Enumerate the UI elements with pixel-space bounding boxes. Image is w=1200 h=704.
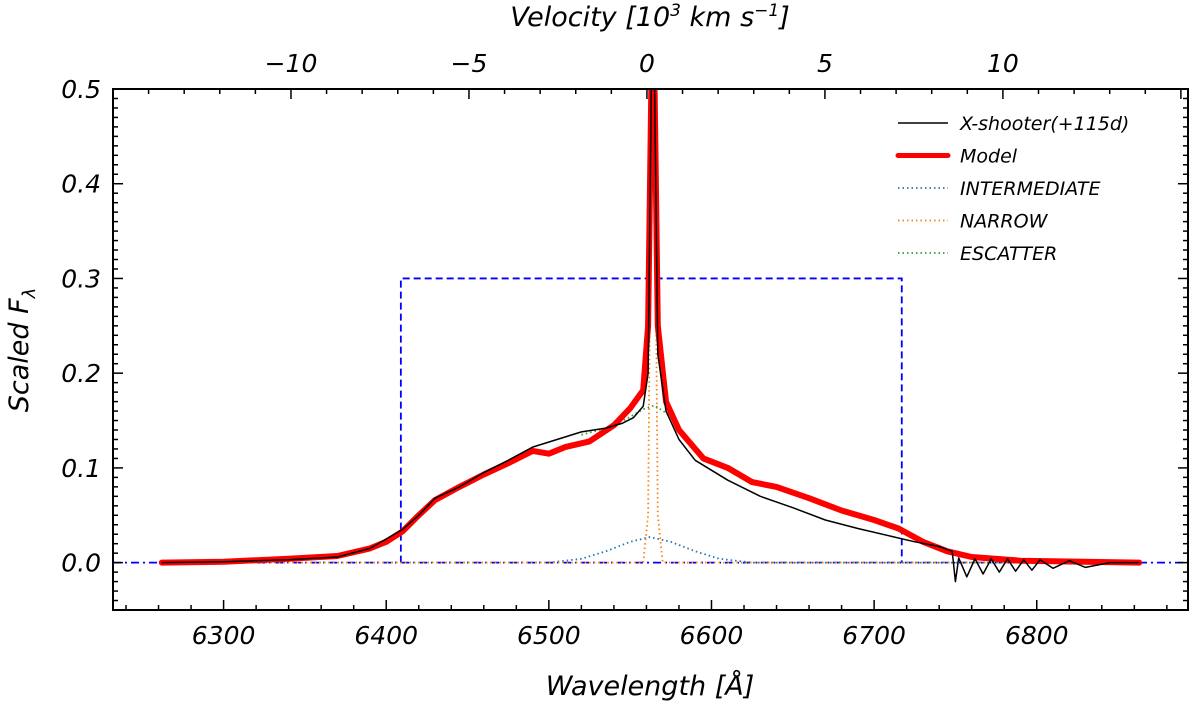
x-tick-label: 6500	[517, 621, 581, 650]
top-tick-label: 0	[639, 49, 655, 78]
top-axis: −10 −5 0 5 10	[112, 49, 1182, 99]
series-line-model	[158, 89, 1143, 566]
y-tick-label: 0.4	[61, 170, 101, 199]
legend: X-shooter(+115d) Model INTERMEDIATE NARROW E…	[895, 113, 1129, 265]
y-tick-label: 0.0	[61, 549, 101, 578]
bottom-axis: 6300 6400 6500 6600 6700 6800	[125, 600, 1168, 650]
series-line-intermediate	[161, 536, 1140, 564]
series-layer	[158, 89, 1143, 583]
top-tick-label: −10	[265, 49, 318, 78]
y-tick-label: 0.1	[61, 454, 101, 483]
series-line-x-shooter-115d	[161, 89, 1140, 583]
legend-label: INTERMEDIATE	[960, 178, 1101, 200]
legend-label: Model	[960, 146, 1018, 168]
x-tick-label: 6600	[680, 621, 744, 650]
top-tick-label: 10	[987, 49, 1019, 78]
y-axis-title: Scaled Fλ	[4, 288, 40, 413]
x-tick-label: 6800	[1005, 621, 1069, 650]
top-tick-label: 5	[817, 49, 833, 78]
legend-label: NARROW	[960, 211, 1049, 233]
x-axis-title: Wavelength [Å]	[546, 670, 755, 702]
y-tick-label: 0.2	[61, 359, 101, 388]
left-axis: 0.0 0.1 0.2 0.3 0.4 0.5	[61, 75, 1188, 611]
series-line-narrow	[161, 89, 1140, 564]
plot-frame	[112, 88, 1189, 611]
x-tick-label: 6700	[842, 621, 906, 650]
top-tick-label: −5	[451, 49, 488, 78]
top-axis-title: Velocity [103 km s−1]	[510, 1, 790, 33]
legend-label: ESCATTER	[960, 243, 1057, 265]
x-tick-label: 6400	[354, 621, 418, 650]
y-tick-label: 0.3	[61, 264, 101, 293]
x-tick-label: 6300	[192, 621, 256, 650]
y-tick-label: 0.5	[61, 75, 101, 104]
legend-label: X-shooter(+115d)	[959, 113, 1129, 135]
